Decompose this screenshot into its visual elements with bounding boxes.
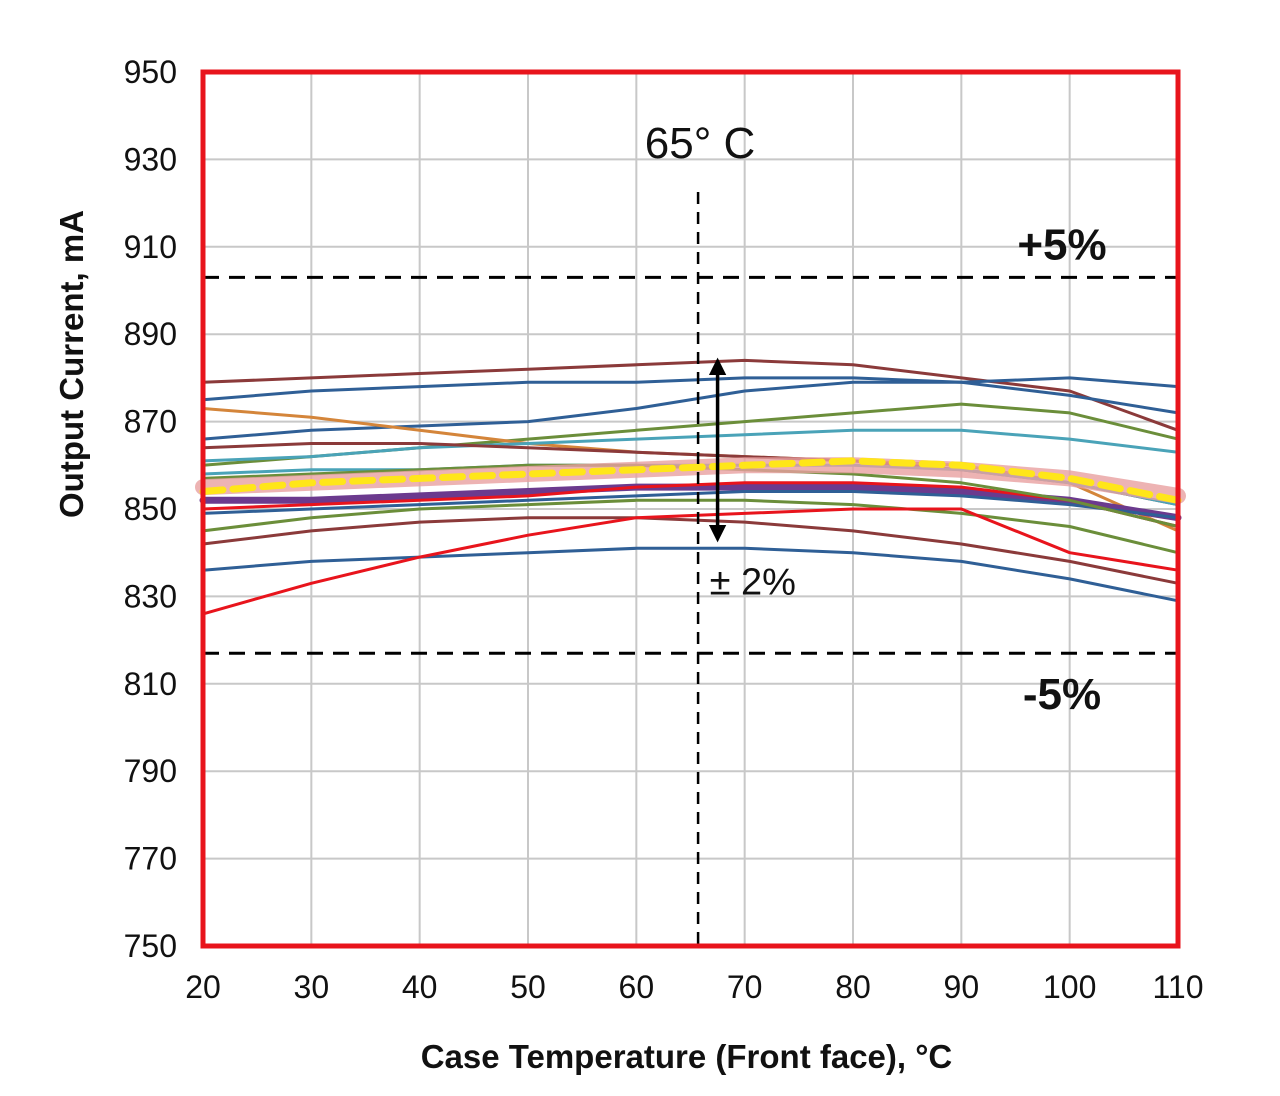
reference-label: -5%	[1023, 670, 1101, 719]
y-tick-label: 830	[124, 578, 177, 614]
x-tick-label: 80	[835, 969, 871, 1005]
plot-frame	[200, 69, 1181, 949]
series-line	[201, 507, 1180, 616]
x-tick-label: 110	[1152, 969, 1203, 1005]
x-tick-label: 40	[402, 969, 438, 1005]
y-tick-label: 950	[124, 54, 177, 90]
y-tick-label: 810	[124, 666, 177, 702]
reference-label: 65° C	[645, 119, 756, 168]
grid	[202, 71, 1179, 947]
x-tick-label: 30	[294, 969, 330, 1005]
range-label: ± 2%	[710, 562, 796, 604]
x-tick-label: 60	[619, 969, 655, 1005]
series-line	[201, 358, 1180, 432]
series-line	[201, 498, 1180, 555]
x-tick-label: 100	[1043, 969, 1096, 1005]
y-tick-label: 890	[124, 316, 177, 352]
x-tick-label: 70	[727, 969, 763, 1005]
y-tick-label: 750	[124, 928, 177, 964]
reference-label: +5%	[1017, 220, 1106, 269]
x-tick-label: 90	[944, 969, 980, 1005]
y-tick-label: 770	[124, 841, 177, 877]
x-tick-label: 20	[185, 969, 221, 1005]
series-line	[201, 546, 1180, 603]
series-line	[201, 490, 1180, 520]
annotations: +5% -5% 65° C ± 2%	[645, 119, 1107, 719]
series-line	[199, 457, 1182, 504]
series-line	[201, 380, 1180, 441]
tick-labels: 20 30 40 50 60 70 80 90 100 110 750 770 790 810 830 850…	[124, 54, 1204, 1005]
series-line	[201, 481, 1180, 528]
y-tick-label: 850	[124, 491, 177, 527]
series-line	[201, 516, 1180, 585]
y-tick-label: 930	[124, 141, 177, 177]
series-group	[195, 358, 1186, 616]
x-axis-label: Case Temperature (Front face), °C	[421, 1038, 953, 1075]
x-tick-label: 50	[510, 969, 546, 1005]
y-tick-label: 870	[124, 404, 177, 440]
y-tick-label: 790	[124, 753, 177, 789]
reference-lines	[203, 192, 1178, 946]
y-axis-label: Output Current, mA	[53, 210, 90, 518]
series-line	[201, 428, 1180, 463]
plot-border	[200, 69, 1181, 949]
y-tick-label: 910	[124, 229, 177, 265]
series-line	[201, 376, 1180, 402]
series-line	[199, 483, 1182, 522]
